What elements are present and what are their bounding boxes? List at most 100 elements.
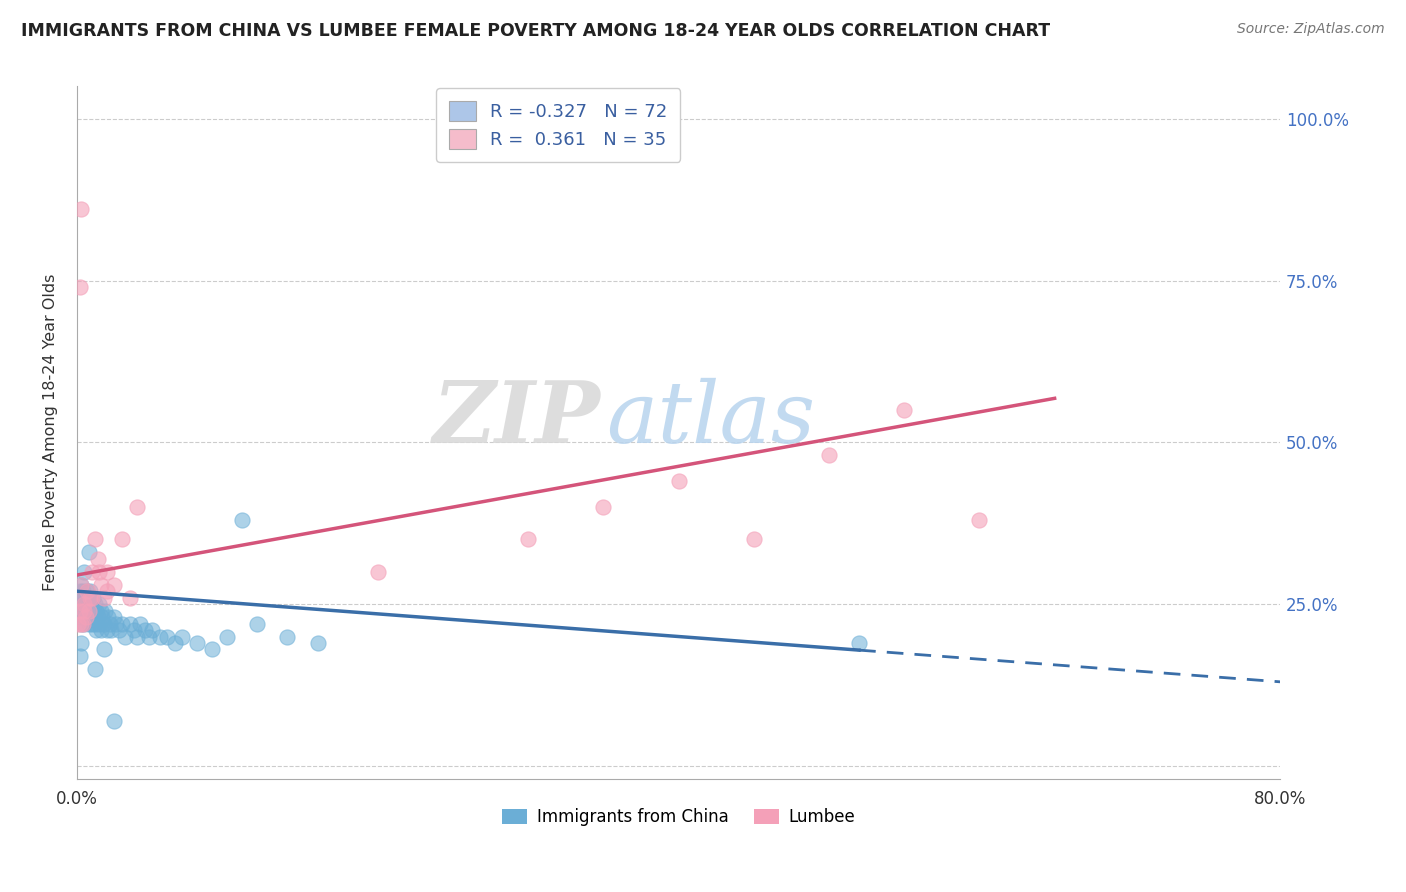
Point <box>367 565 389 579</box>
Point <box>75 610 97 624</box>
Point <box>72 584 94 599</box>
Point <box>246 616 269 631</box>
Point <box>100 623 122 637</box>
Point <box>87 552 110 566</box>
Point <box>67 616 90 631</box>
Point <box>73 616 96 631</box>
Point <box>73 597 96 611</box>
Text: ZIP: ZIP <box>433 377 600 460</box>
Point <box>76 584 98 599</box>
Point <box>67 591 90 605</box>
Point <box>93 642 115 657</box>
Point <box>91 610 114 624</box>
Point <box>163 636 186 650</box>
Point <box>96 584 118 599</box>
Point <box>592 500 614 514</box>
Point <box>96 565 118 579</box>
Point <box>70 578 93 592</box>
Point <box>84 597 107 611</box>
Point <box>67 591 90 605</box>
Text: atlas: atlas <box>606 377 815 460</box>
Point <box>141 623 163 637</box>
Point <box>125 500 148 514</box>
Point <box>89 616 111 631</box>
Point <box>201 642 224 657</box>
Point <box>77 591 100 605</box>
Point <box>69 648 91 663</box>
Point <box>94 604 117 618</box>
Point <box>138 630 160 644</box>
Point <box>90 578 112 592</box>
Point <box>69 597 91 611</box>
Point <box>73 565 96 579</box>
Point <box>893 403 915 417</box>
Point <box>70 578 93 592</box>
Point <box>80 565 103 579</box>
Point <box>307 636 329 650</box>
Point <box>668 474 690 488</box>
Point <box>186 636 208 650</box>
Point <box>80 591 103 605</box>
Point <box>72 616 94 631</box>
Point <box>118 616 141 631</box>
Point <box>80 616 103 631</box>
Point <box>84 662 107 676</box>
Point <box>67 604 90 618</box>
Point <box>69 584 91 599</box>
Point <box>70 202 93 217</box>
Point <box>89 565 111 579</box>
Point <box>90 604 112 618</box>
Point <box>104 616 127 631</box>
Point <box>72 597 94 611</box>
Point <box>98 616 121 631</box>
Point <box>125 630 148 644</box>
Point <box>217 630 239 644</box>
Point <box>118 591 141 605</box>
Point <box>90 623 112 637</box>
Point <box>129 616 152 631</box>
Point <box>84 533 107 547</box>
Point <box>76 604 98 618</box>
Text: IMMIGRANTS FROM CHINA VS LUMBEE FEMALE POVERTY AMONG 18-24 YEAR OLDS CORRELATION: IMMIGRANTS FROM CHINA VS LUMBEE FEMALE P… <box>21 22 1050 40</box>
Point <box>172 630 194 644</box>
Point <box>969 513 991 527</box>
Point <box>69 280 91 294</box>
Point <box>70 591 93 605</box>
Point <box>108 623 131 637</box>
Point <box>97 610 120 624</box>
Point <box>156 630 179 644</box>
Point <box>517 533 540 547</box>
Point <box>70 616 93 631</box>
Point <box>818 448 841 462</box>
Point <box>75 610 97 624</box>
Y-axis label: Female Poverty Among 18-24 Year Olds: Female Poverty Among 18-24 Year Olds <box>44 274 58 591</box>
Point <box>76 584 98 599</box>
Point <box>93 591 115 605</box>
Point <box>134 623 156 637</box>
Point <box>69 604 91 618</box>
Point <box>111 616 134 631</box>
Point <box>86 604 108 618</box>
Point <box>149 630 172 644</box>
Point <box>87 610 110 624</box>
Point <box>77 616 100 631</box>
Point <box>86 623 108 637</box>
Point <box>79 597 101 611</box>
Point <box>103 578 125 592</box>
Point <box>122 623 145 637</box>
Point <box>79 584 101 599</box>
Text: Source: ZipAtlas.com: Source: ZipAtlas.com <box>1237 22 1385 37</box>
Point <box>276 630 298 644</box>
Point <box>82 610 104 624</box>
Point <box>75 597 97 611</box>
Point <box>93 616 115 631</box>
Point <box>77 545 100 559</box>
Point <box>82 591 104 605</box>
Point <box>70 616 93 631</box>
Point <box>742 533 765 547</box>
Point <box>69 610 91 624</box>
Point <box>103 714 125 728</box>
Point <box>848 636 870 650</box>
Legend: Immigrants from China, Lumbee: Immigrants from China, Lumbee <box>495 802 862 833</box>
Point <box>80 604 103 618</box>
